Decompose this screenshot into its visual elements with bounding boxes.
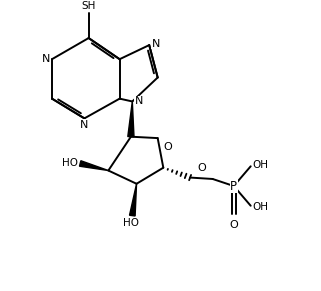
Text: SH: SH [82, 1, 96, 11]
Text: P: P [230, 180, 237, 193]
Text: N: N [134, 96, 143, 107]
Text: N: N [152, 39, 160, 49]
Text: OH: OH [252, 202, 268, 212]
Text: HO: HO [123, 219, 139, 228]
Text: OH: OH [252, 160, 268, 171]
Text: O: O [230, 220, 238, 230]
Text: O: O [197, 163, 206, 173]
Polygon shape [80, 161, 108, 171]
Text: HO: HO [62, 159, 78, 168]
Polygon shape [129, 184, 136, 216]
Polygon shape [128, 102, 134, 137]
Text: O: O [163, 142, 172, 152]
Text: N: N [42, 54, 51, 64]
Text: N: N [80, 120, 89, 130]
